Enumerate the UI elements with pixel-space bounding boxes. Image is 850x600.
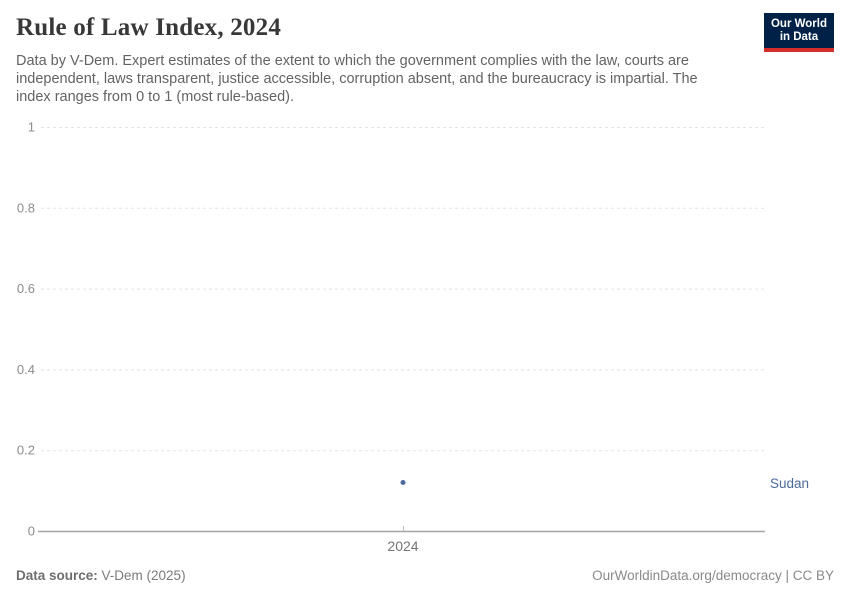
- y-axis-tick-label: 0: [28, 524, 35, 539]
- data-point-sudan[interactable]: [400, 480, 406, 486]
- y-axis-tick-label: 0.2: [17, 443, 35, 458]
- data-source-note: Data source: V-Dem (2025): [16, 568, 186, 583]
- data-source-value: V-Dem (2025): [97, 568, 186, 583]
- page-title: Rule of Law Index, 2024: [16, 14, 282, 41]
- footer-separator: |: [781, 568, 793, 583]
- x-axis-tick-label: 2024: [387, 538, 418, 554]
- y-axis-tick-label: 1: [28, 120, 35, 135]
- chart-subtitle: Data by V-Dem. Expert estimates of the e…: [16, 53, 698, 105]
- y-axis-tick-label: 0.6: [17, 281, 35, 296]
- footer-license: CC BY: [792, 568, 834, 583]
- owid-logo[interactable]: Our World in Data: [763, 13, 834, 52]
- owid-logo-line1: Our World: [770, 18, 827, 30]
- y-axis-tick-label: 0.8: [17, 200, 35, 215]
- series-label-sudan[interactable]: Sudan: [770, 476, 810, 491]
- data-source-label: Data source:: [16, 568, 98, 583]
- y-axis-tick-label: 0.4: [17, 362, 35, 377]
- owid-logo-line2: in Data: [779, 31, 819, 43]
- footer-attribution: OurWorldinData.org/democracy | CC BY: [592, 568, 834, 583]
- footer-url[interactable]: OurWorldinData.org/democracy: [592, 568, 782, 583]
